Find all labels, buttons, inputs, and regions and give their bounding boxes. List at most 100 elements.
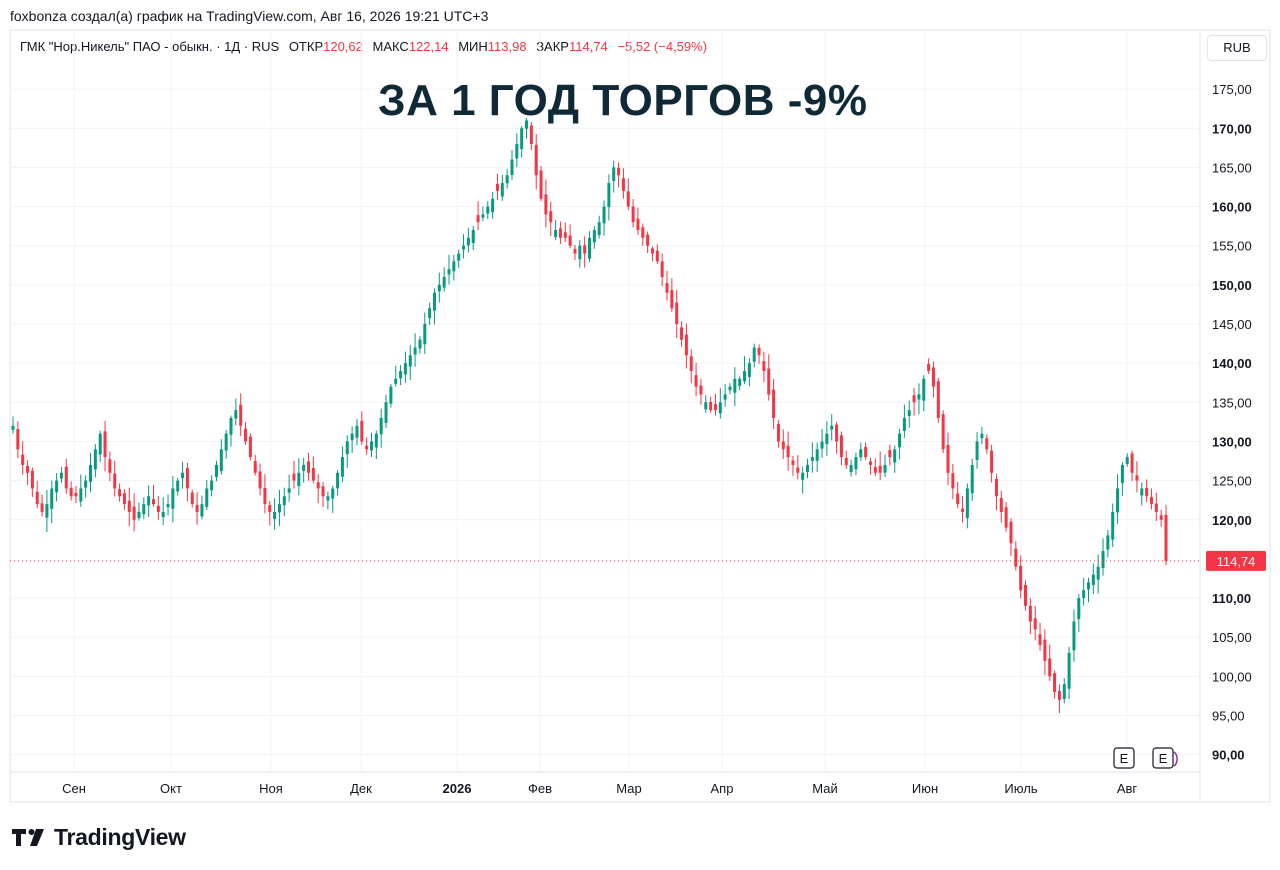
earnings-marker[interactable]: [1152, 747, 1174, 769]
close-value: 114,74: [568, 39, 608, 54]
candle-body: [617, 167, 621, 176]
last-price-label: 114,74: [1217, 554, 1256, 569]
candle-body: [1082, 590, 1086, 598]
candle-body: [74, 492, 78, 497]
symbol-name[interactable]: ГМК "Нор.Никель" ПАО - обыкн. · 1Д · RUS: [20, 39, 280, 54]
candle-body: [975, 441, 979, 460]
candle-body: [520, 128, 524, 150]
candle-body: [699, 385, 703, 395]
candle-body: [1009, 521, 1013, 544]
candle-body: [525, 120, 529, 129]
candle-body: [820, 441, 824, 449]
candle-body: [142, 504, 146, 515]
candle-body: [830, 425, 834, 430]
candle-body: [292, 473, 296, 481]
candle-body: [990, 450, 994, 473]
candle-body: [650, 248, 654, 254]
candle-body: [844, 457, 848, 465]
high-label: МАКС: [372, 39, 409, 54]
candle-body: [558, 228, 562, 238]
candle-body: [379, 417, 383, 435]
candle-body: [641, 227, 645, 238]
currency-button[interactable]: RUB: [1207, 35, 1267, 61]
low-value: 113,98: [487, 39, 527, 54]
candle-body: [1057, 691, 1061, 700]
x-tick-label: Май: [812, 781, 837, 796]
candle-body: [1028, 605, 1032, 622]
candle-body: [578, 245, 582, 260]
change-value: −5,52 (−4,59%): [617, 39, 708, 54]
candle-body: [258, 471, 262, 489]
candle-body: [694, 375, 698, 387]
candle-body: [1130, 453, 1134, 473]
candle-body: [268, 505, 272, 512]
candle-body: [815, 449, 819, 461]
candle-body: [108, 459, 112, 473]
candle-body: [888, 450, 892, 458]
candle-body: [1120, 464, 1124, 484]
candle-body: [394, 378, 398, 384]
high-value: 122,14: [408, 39, 449, 54]
earnings-marker[interactable]: [1113, 747, 1135, 769]
x-tick-label: Авг: [1117, 781, 1138, 796]
y-tick-label: 170,00: [1212, 121, 1252, 136]
x-tick-label: 2026: [443, 781, 472, 796]
candle-body: [89, 464, 93, 482]
candle-body: [554, 230, 558, 238]
candle-body: [195, 504, 199, 512]
x-tick-label: Окт: [160, 781, 182, 796]
candle-body: [868, 461, 872, 465]
candle-body: [621, 178, 625, 191]
candle-body: [21, 454, 25, 465]
tradingview-logo[interactable]: TradingView: [12, 822, 186, 852]
candle-body: [210, 480, 214, 491]
candle-body: [781, 441, 785, 450]
candle-body: [587, 237, 592, 259]
candle-body: [452, 261, 456, 272]
candle-body: [486, 206, 490, 214]
candle-body: [655, 250, 659, 262]
candle-body: [423, 324, 427, 345]
candle-body: [1014, 548, 1018, 567]
candle-body: [181, 472, 185, 479]
candle-body: [147, 496, 151, 506]
y-tick-label: 140,00: [1212, 356, 1252, 371]
candle-body: [713, 404, 717, 411]
candle-body: [1140, 488, 1144, 496]
candle-body: [835, 424, 839, 442]
candle-body: [437, 284, 441, 292]
candle-body: [205, 488, 209, 507]
candle-body: [495, 183, 499, 191]
candle-body: [626, 191, 630, 207]
candle-body: [64, 466, 68, 489]
candle-body: [873, 467, 877, 473]
candle-body: [50, 488, 54, 509]
candle-body: [796, 467, 800, 473]
candle-body: [1062, 684, 1066, 699]
candle-body: [336, 472, 340, 489]
candle-body: [689, 356, 693, 371]
price-chart[interactable]: 175,00 170,00 165,00 160,00 155,00 150,00 145,…: [0, 0, 1280, 812]
last-price-badge: [1206, 550, 1266, 571]
candle-body: [854, 457, 858, 470]
y-tick-label: 95,00: [1212, 709, 1245, 724]
candle-body: [369, 441, 373, 451]
candle-body: [786, 445, 790, 458]
candle-body: [214, 464, 218, 477]
tradingview-logo-text: TradingView: [54, 823, 186, 850]
candle-body: [481, 214, 485, 218]
candle-body: [680, 327, 684, 340]
candle-body: [965, 488, 969, 519]
candle-body: [118, 489, 122, 497]
candle-body: [166, 504, 170, 508]
chart-headline: ЗА 1 ГОД ТОРГОВ -9%: [378, 76, 868, 125]
candle-body: [491, 198, 495, 213]
candle-body: [1053, 673, 1057, 693]
x-tick-label: Мар: [616, 781, 641, 796]
candle-body: [161, 511, 165, 518]
candle-body: [185, 468, 189, 489]
candle-body: [893, 449, 897, 463]
candle-body: [922, 378, 926, 401]
candle-body: [510, 159, 514, 175]
candle-body: [573, 248, 577, 254]
